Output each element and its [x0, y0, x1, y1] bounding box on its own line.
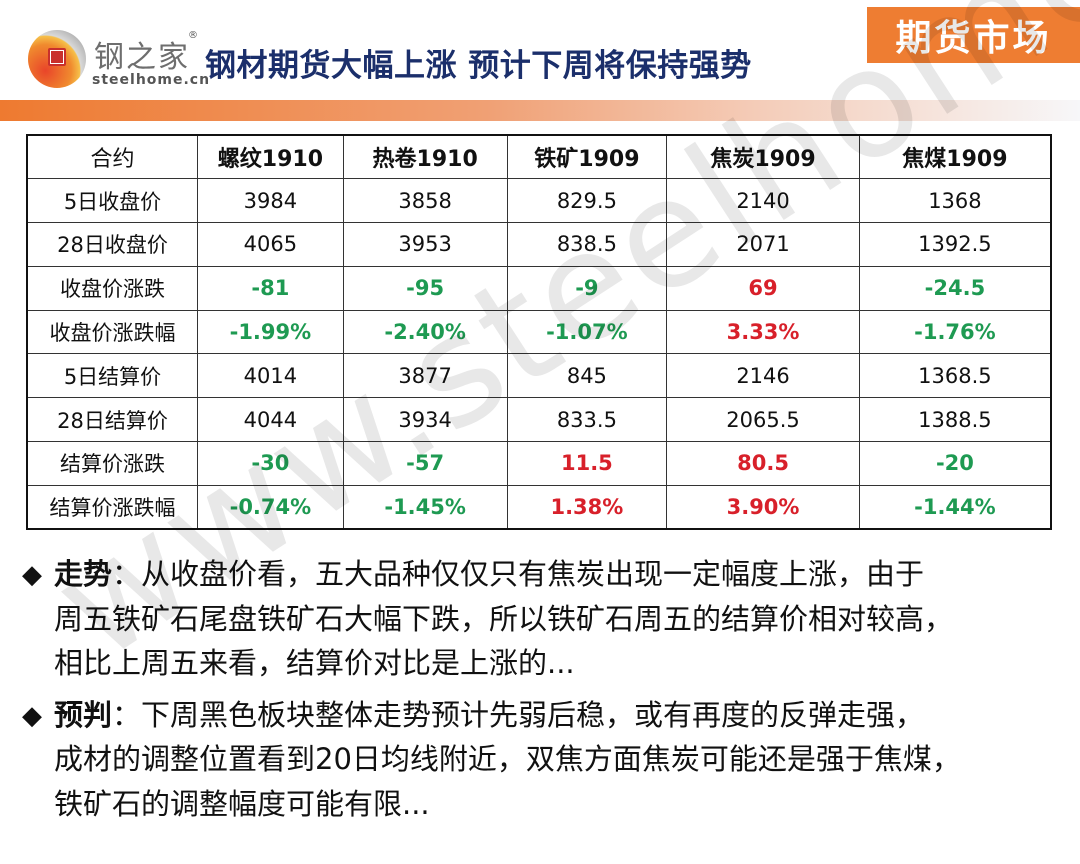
table-row: 收盘价涨跌幅 -1.99% -2.40% -1.07% 3.33% -1.76%	[26, 309, 1052, 355]
bullet-line: 预判：下周黑色板块整体走势预计先弱后稳，或有再度的反弹走强，	[54, 693, 1080, 738]
bullet-text: 相比上周五来看，结算价对比是上涨的...	[54, 646, 575, 680]
row-label: 结算价涨跌幅	[26, 484, 199, 530]
table-cell: 3984	[197, 178, 344, 224]
table-cell: 4044	[197, 397, 344, 443]
table-cell: -57	[342, 441, 508, 486]
table-cell: 838.5	[506, 222, 668, 267]
table-cell: 4065	[197, 222, 344, 267]
bullet-item: ◆ 走势：从收盘价看，五大品种仅仅只有焦炭出现一定幅度上涨，由于周五铁矿石尾盘铁矿…	[22, 552, 1080, 686]
column-header-coke: 焦炭1909	[666, 134, 860, 180]
row-label: 28日收盘价	[26, 222, 199, 267]
table-cell: -1.44%	[858, 484, 1052, 530]
diamond-bullet-icon: ◆	[22, 700, 42, 731]
table-cell: -1.07%	[506, 309, 668, 355]
logo-chinese-name: 钢之家	[94, 40, 190, 75]
table-cell: 1392.5	[858, 222, 1052, 267]
table-cell: 3877	[342, 353, 508, 399]
bullet-text: 周五铁矿石尾盘铁矿石大幅下跌，所以铁矿石周五的结算价相对较高，	[54, 601, 954, 636]
table-cell: -2.40%	[342, 309, 508, 355]
table-cell: 11.5	[506, 441, 668, 486]
table-cell: 1388.5	[858, 397, 1052, 443]
table-cell: 3934	[342, 397, 508, 443]
bullet-text: 从收盘价看，五大品种仅仅只有焦炭出现一定幅度上涨，由于	[141, 557, 925, 591]
row-label: 5日收盘价	[26, 178, 199, 224]
registered-mark: ®	[188, 30, 198, 41]
table-cell: -30	[197, 441, 344, 486]
accent-divider	[0, 100, 1080, 121]
table-cell: 3.33%	[666, 309, 860, 355]
table-cell: 80.5	[666, 441, 860, 486]
logo-domain: steelhome.cn	[92, 72, 211, 88]
commentary: ◆ 走势：从收盘价看，五大品种仅仅只有焦炭出现一定幅度上涨，由于 周五铁矿石尾盘铁矿…	[22, 552, 1080, 833]
bullet-term: 走势	[54, 557, 113, 591]
table-row: 5日收盘价 3984 3858 829.5 2140 1368	[26, 178, 1052, 224]
table-header-row: 合约 螺纹1910 热卷1910 铁矿1909 焦炭1909 焦煤1909	[26, 134, 1052, 180]
table-cell: -1.76%	[858, 309, 1052, 355]
table-cell: 3.90%	[666, 484, 860, 530]
logo-mark-icon	[28, 30, 86, 88]
bullet-line: 成材的调整位置看到20日均线附近，双焦方面焦炭可能还是强于焦煤，	[54, 737, 1080, 782]
table-cell: 3858	[342, 178, 508, 224]
table-cell: 1.38%	[506, 484, 668, 530]
seal-icon	[50, 50, 64, 64]
bullet-line: 相比上周五来看，结算价对比是上涨的...	[54, 641, 1080, 686]
table-row: 5日结算价 4014 3877 845 2146 1368.5	[26, 353, 1052, 399]
table-row: 结算价涨跌 -30 -57 11.5 80.5 -20	[26, 441, 1052, 486]
diamond-bullet-icon: ◆	[22, 560, 42, 590]
table-cell: -1.99%	[197, 309, 344, 355]
row-label: 28日结算价	[26, 397, 199, 443]
table-cell: 845	[506, 353, 668, 399]
table-cell: -24.5	[858, 265, 1052, 311]
bullet-line: 铁矿石的调整幅度可能有限...	[54, 782, 1080, 827]
table-cell: 2071	[666, 222, 860, 267]
bullet-colon: ：	[112, 697, 142, 732]
bullet-line: 走势：从收盘价看，五大品种仅仅只有焦炭出现一定幅度上涨，由于	[54, 552, 1080, 597]
table-cell: 2065.5	[666, 397, 860, 443]
column-header-contract: 合约	[26, 134, 199, 180]
table-row: 收盘价涨跌 -81 -95 -9 69 -24.5	[26, 265, 1052, 311]
bullet-item: ◆ 预判：下周黑色板块整体走势预计先弱后稳，或有再度的反弹走强， 成材的调整位置看到…	[22, 693, 1080, 827]
table-cell: 2140	[666, 178, 860, 224]
bullet-text: 下周黑色板块整体走势预计先弱后稳，或有再度的反弹走强，	[141, 697, 925, 732]
futures-table: 合约 螺纹1910 热卷1910 铁矿1909 焦炭1909 焦煤1909 5日…	[26, 134, 1052, 531]
row-label: 收盘价涨跌幅	[26, 309, 199, 355]
table-cell: -95	[342, 265, 508, 311]
table-cell: 3953	[342, 222, 508, 267]
row-label: 结算价涨跌	[26, 441, 199, 486]
bullet-text: 成材的调整位置看到20日均线附近，双焦方面焦炭可能还是强于焦煤，	[54, 742, 961, 776]
table-cell: -81	[197, 265, 344, 311]
table-cell: -9	[506, 265, 668, 311]
page-title: 钢材期货大幅上涨 预计下周将保持强势	[205, 48, 752, 84]
bullet-text: 铁矿石的调整幅度可能有限...	[54, 786, 430, 821]
table-row: 结算价涨跌幅 -0.74% -1.45% 1.38% 3.90% -1.44%	[26, 484, 1052, 530]
table-cell: 833.5	[506, 397, 668, 443]
bullet-term: 预判	[54, 697, 113, 732]
table-cell: -20	[858, 441, 1052, 486]
column-header-iron-ore: 铁矿1909	[506, 134, 668, 180]
row-label: 5日结算价	[26, 353, 199, 399]
table-body: 5日收盘价 3984 3858 829.5 2140 1368 28日收盘价 4065 3953…	[26, 178, 1052, 530]
table-cell: 1368	[858, 178, 1052, 224]
table-row: 28日结算价 4044 3934 833.5 2065.5 1388.5	[26, 397, 1052, 443]
steelhome-logo: 钢之家 ® steelhome.cn	[28, 30, 211, 92]
table-cell: 829.5	[506, 178, 668, 224]
table-cell: 69	[666, 265, 860, 311]
table-cell: -1.45%	[342, 484, 508, 530]
table-cell: 4014	[197, 353, 344, 399]
table-row: 28日收盘价 4065 3953 838.5 2071 1392.5	[26, 222, 1052, 267]
bullet-colon: ：	[112, 557, 142, 591]
column-header-hot-coil: 热卷1910	[342, 134, 508, 180]
section-badge: 期货市场	[867, 7, 1080, 63]
row-label: 收盘价涨跌	[26, 265, 199, 311]
column-header-rebar: 螺纹1910	[197, 134, 344, 180]
table-cell: 1368.5	[858, 353, 1052, 399]
table-cell: 2146	[666, 353, 860, 399]
column-header-coking-coal: 焦煤1909	[858, 134, 1052, 180]
bullet-line: 周五铁矿石尾盘铁矿石大幅下跌，所以铁矿石周五的结算价相对较高，	[54, 597, 1080, 642]
table-cell: -0.74%	[197, 484, 344, 530]
